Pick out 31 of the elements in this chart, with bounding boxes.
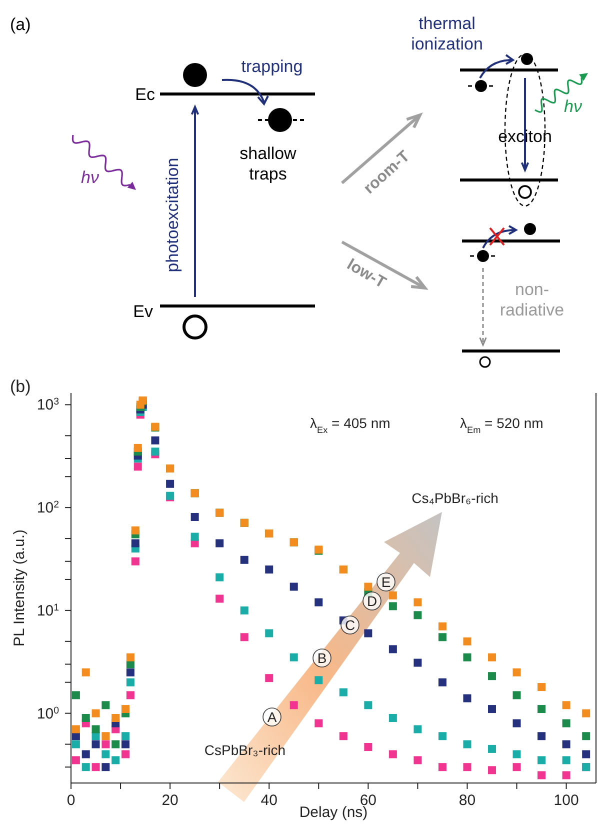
annotation: CsPbBr₃-rich: [204, 742, 286, 758]
annotation: Cs₄PbBr₆-rich: [412, 490, 498, 506]
annotation: B: [317, 650, 327, 666]
text: (b): [10, 377, 31, 396]
x-tick-label: 100: [554, 792, 579, 809]
y-tick-label: 10$^{2}$: [36, 499, 59, 517]
text: thermal ionization: [411, 14, 483, 54]
y-tick-label: 10$^{1}$: [36, 602, 59, 620]
y-axis-title: PL Intensity (a.u.): [11, 530, 28, 646]
annotation: λ$_{Ex}$ = 405 nm: [310, 415, 390, 435]
x-tick-label: 0: [66, 792, 76, 809]
annotation: C: [344, 617, 356, 633]
text: hν: [564, 97, 582, 116]
annotation: E: [381, 574, 391, 590]
annotation: λ$_{Em}$ = 520 nm: [460, 415, 544, 435]
x-axis-title: Delay (ns): [299, 804, 368, 821]
x-tick-label: 20: [162, 792, 178, 809]
y-tick-label: 10$^{3}$: [36, 396, 59, 414]
text: (a): [10, 15, 31, 34]
text: shallow traps: [240, 144, 298, 184]
text: non-radiative: [500, 280, 564, 320]
text: Ev: [133, 302, 154, 321]
text: Ec: [135, 85, 156, 104]
x-tick-label: 80: [458, 792, 476, 809]
text: photoexcitation: [163, 158, 182, 272]
annotation: D: [366, 593, 378, 609]
text: trapping: [241, 57, 303, 76]
y-tick-label: 10$^{0}$: [36, 704, 60, 722]
annotation: A: [267, 709, 278, 725]
text: hν: [81, 168, 100, 187]
x-tick-label: 40: [260, 792, 278, 809]
